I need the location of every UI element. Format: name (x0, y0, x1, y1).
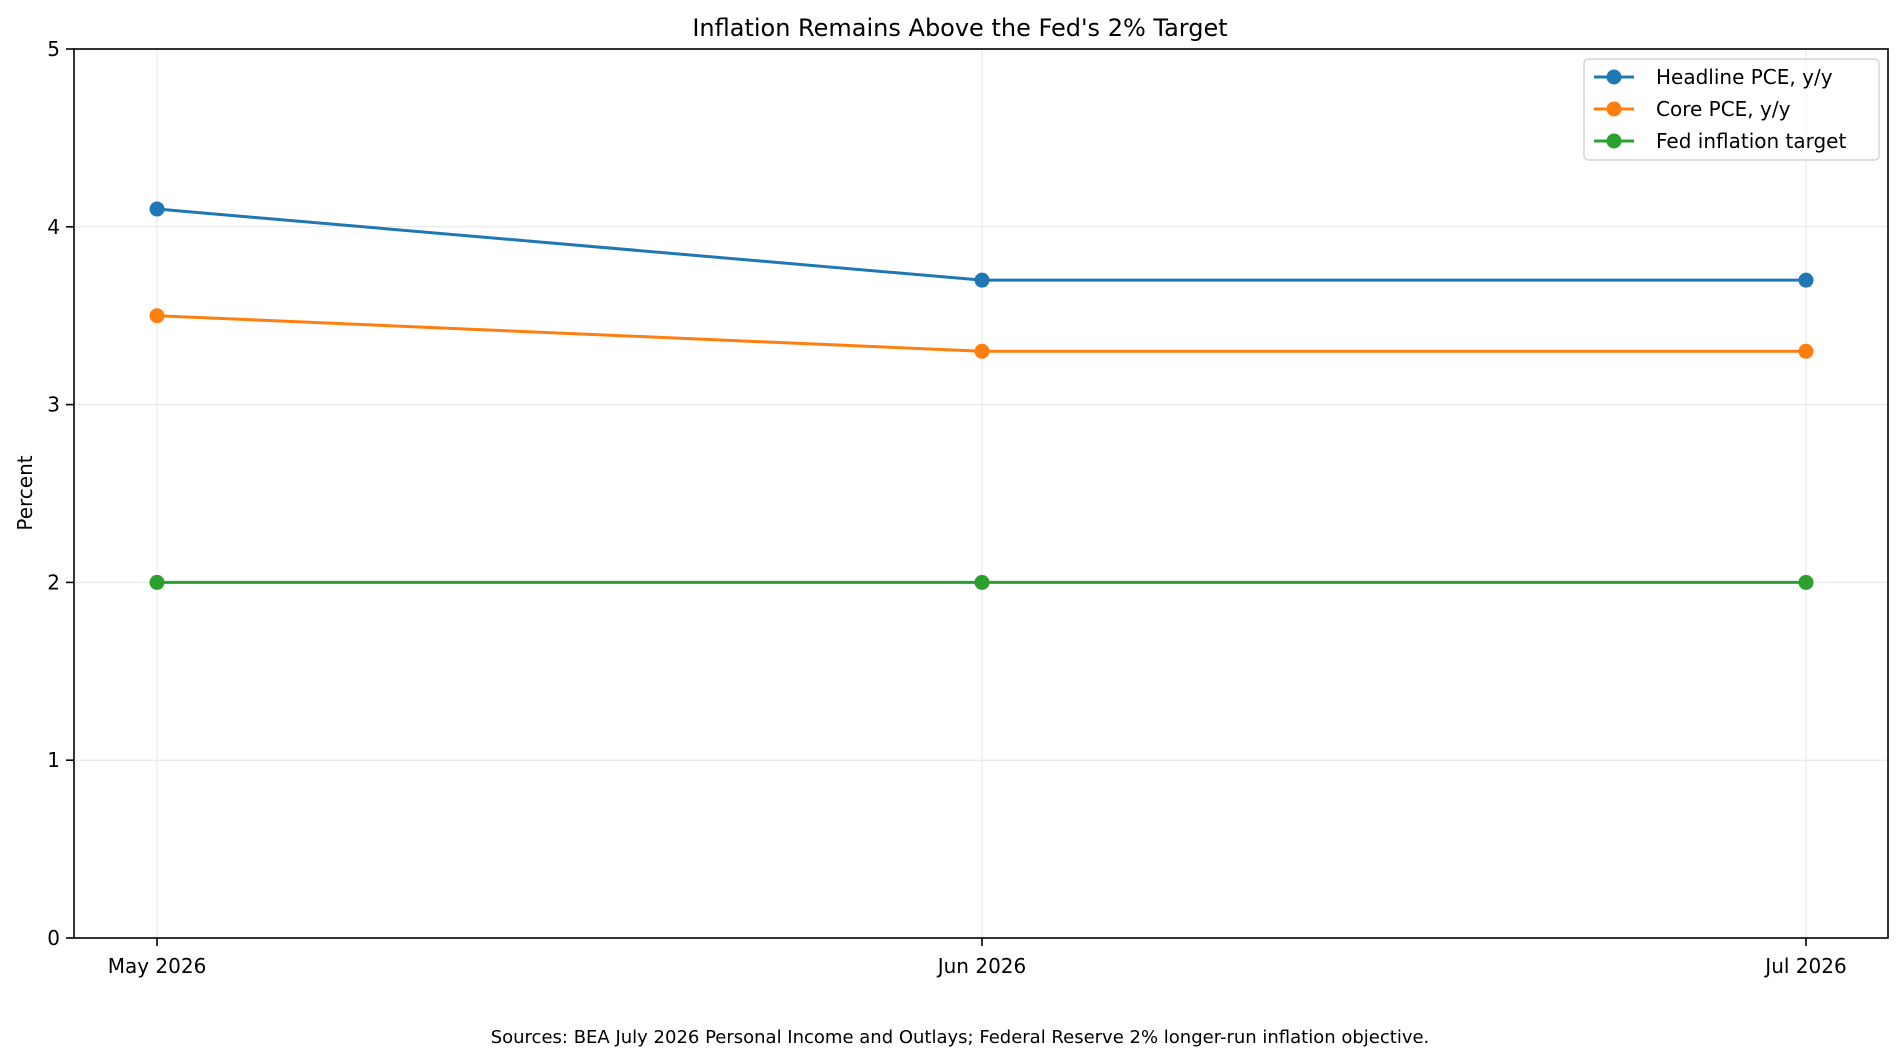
data-point-series-0 (974, 272, 990, 288)
x-axis: May 2026 Jun 2026 Jul 2026 (108, 938, 1847, 978)
chart-title: Inflation Remains Above the Fed's 2% Tar… (692, 14, 1227, 42)
x-tick-label: May 2026 (108, 954, 207, 978)
data-point-series-0 (1798, 272, 1814, 288)
legend-swatch-marker (1606, 133, 1622, 149)
y-tick-label: 3 (47, 393, 60, 417)
legend-entry-label: Headline PCE, y/y (1656, 65, 1833, 89)
data-point-series-1 (149, 308, 165, 324)
legend-swatch-marker (1606, 101, 1622, 117)
x-tick-label: Jul 2026 (1763, 954, 1846, 978)
y-axis-label: Percent (13, 455, 37, 530)
data-point-series-1 (974, 343, 990, 359)
y-tick-label: 2 (47, 570, 60, 594)
y-tick-label: 4 (47, 215, 60, 239)
series-group (149, 201, 1814, 590)
legend-entry-label: Core PCE, y/y (1656, 97, 1791, 121)
data-point-series-2 (149, 574, 165, 590)
y-tick-label: 5 (47, 37, 60, 61)
y-tick-label: 1 (47, 748, 60, 772)
source-footnote: Sources: BEA July 2026 Personal Income a… (491, 1027, 1430, 1048)
legend: Headline PCE, y/y Core PCE, y/y Fed inflat… (1583, 58, 1880, 161)
data-point-series-2 (1798, 574, 1814, 590)
legend-swatch-marker (1606, 69, 1622, 85)
y-tick-label: 0 (47, 926, 60, 950)
data-point-series-1 (1798, 343, 1814, 359)
grid-lines (74, 48, 1888, 939)
plot-frame (73, 48, 1889, 939)
data-point-series-2 (974, 574, 990, 590)
legend-entry-label: Fed inflation target (1656, 129, 1846, 153)
y-axis: 0 1 2 3 4 5 (47, 37, 74, 950)
x-tick-label: Jun 2026 (936, 954, 1027, 978)
data-point-series-0 (149, 201, 165, 217)
legend-box (1583, 58, 1880, 161)
